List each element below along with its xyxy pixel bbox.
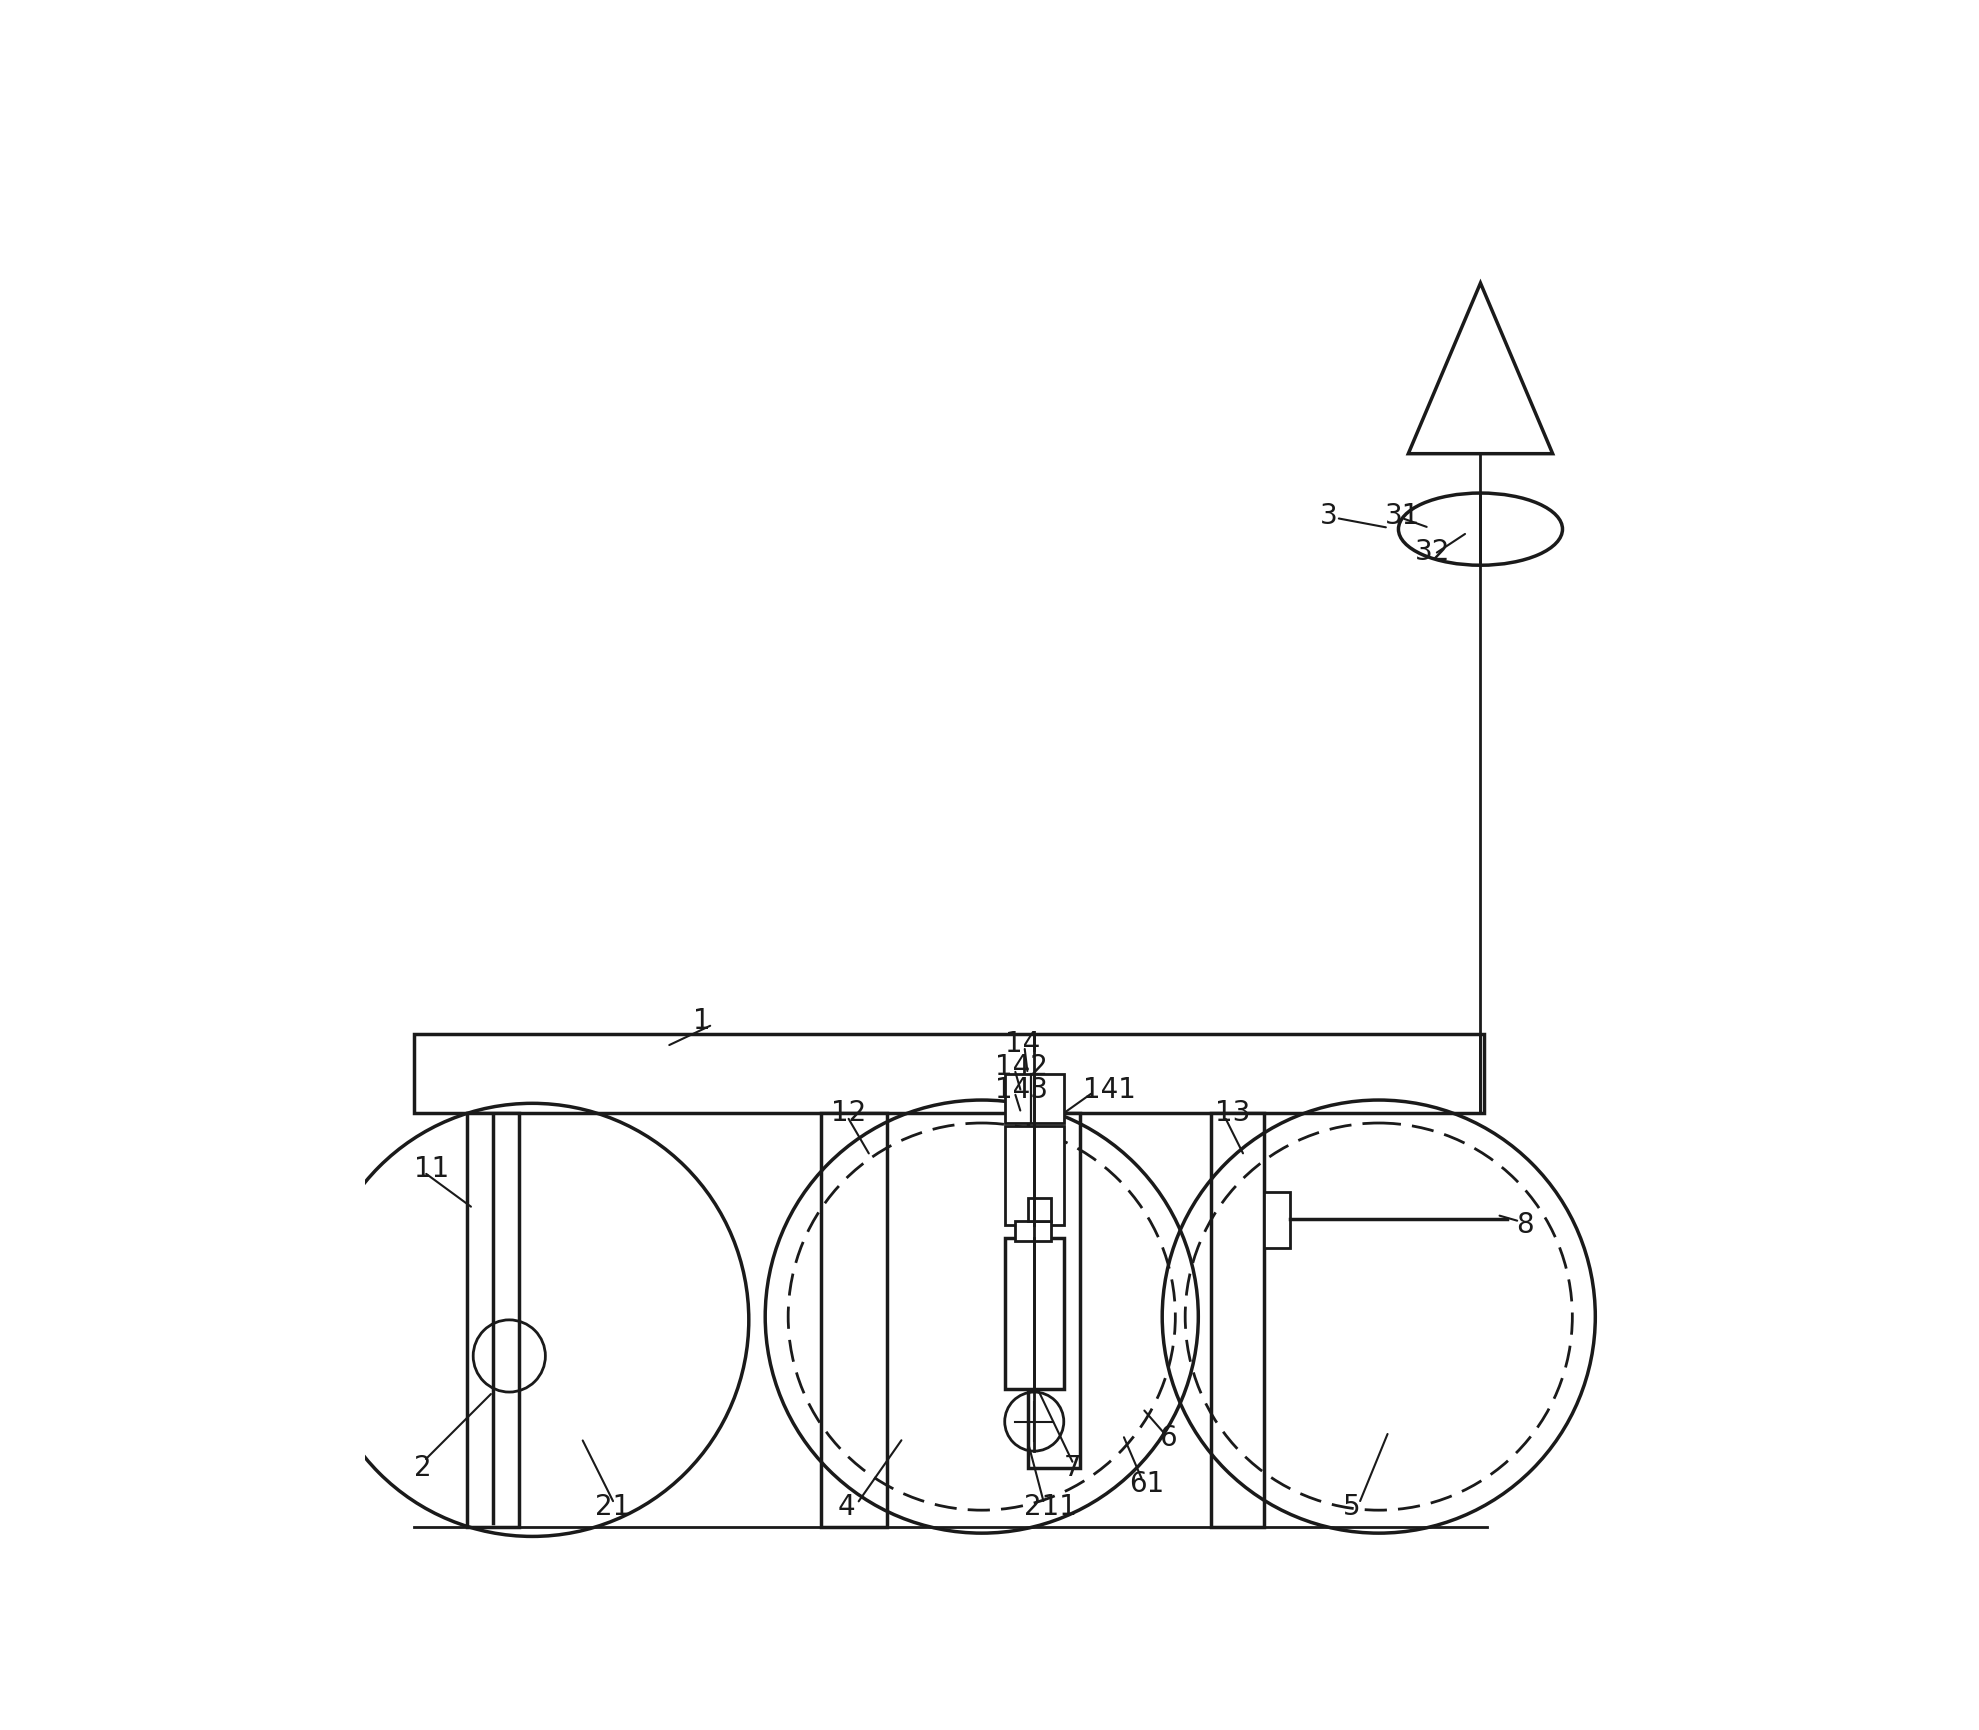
- Text: 32: 32: [1415, 538, 1451, 566]
- Text: 31: 31: [1385, 502, 1421, 529]
- Text: 21: 21: [594, 1493, 629, 1521]
- Bar: [1211, 1112, 1265, 1526]
- Bar: [1027, 1199, 1051, 1221]
- Text: 1: 1: [693, 1007, 710, 1035]
- Bar: [1015, 1221, 1051, 1240]
- Bar: [1027, 1112, 1081, 1467]
- Text: 12: 12: [831, 1099, 867, 1128]
- Bar: [1265, 1192, 1290, 1247]
- Text: 6: 6: [1160, 1424, 1178, 1451]
- Bar: [467, 1112, 518, 1526]
- Text: 3: 3: [1320, 502, 1338, 529]
- Text: 8: 8: [1516, 1211, 1534, 1239]
- Text: 143: 143: [995, 1076, 1047, 1104]
- Text: 142: 142: [995, 1054, 1047, 1081]
- Text: 141: 141: [1083, 1076, 1136, 1104]
- Text: 14: 14: [1005, 1031, 1041, 1059]
- Text: 4: 4: [837, 1493, 855, 1521]
- Text: 61: 61: [1130, 1470, 1166, 1498]
- Bar: [1005, 1126, 1065, 1225]
- Text: 211: 211: [1025, 1493, 1077, 1521]
- Bar: [414, 1035, 1484, 1112]
- Bar: [821, 1112, 887, 1526]
- Text: 5: 5: [1342, 1493, 1360, 1521]
- Text: 2: 2: [414, 1453, 431, 1481]
- Text: 13: 13: [1215, 1099, 1251, 1128]
- Text: 11: 11: [414, 1156, 449, 1183]
- Text: 7: 7: [1065, 1453, 1081, 1481]
- Bar: [1005, 1239, 1065, 1389]
- Bar: [1005, 1074, 1065, 1123]
